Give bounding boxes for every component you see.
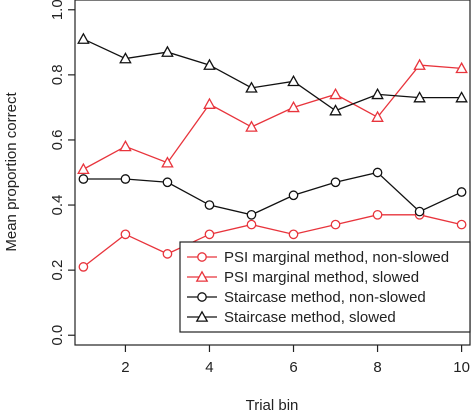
data-point-triangle <box>77 32 90 44</box>
data-point-circle <box>162 177 173 188</box>
series-4 <box>77 32 468 116</box>
legend-box <box>179 241 471 333</box>
series-line <box>83 64 462 170</box>
data-point-circle <box>246 219 257 230</box>
data-point-triangle <box>455 61 468 74</box>
y-tick-label: 0.8 <box>49 64 66 85</box>
data-point-circle <box>456 187 467 197</box>
y-tick-label: 0.4 <box>49 195 66 216</box>
data-point-circle <box>246 209 257 220</box>
data-point-triangle <box>119 52 132 64</box>
data-point-circle <box>204 200 215 210</box>
data-point-triangle <box>455 91 468 103</box>
data-point-circle <box>78 174 89 184</box>
legend: PSI marginal method, non-slowed PSI margi… <box>179 241 471 333</box>
data-point-triangle <box>371 87 384 100</box>
data-point-circle <box>372 209 383 220</box>
data-point-circle <box>120 229 131 240</box>
x-tick-label: 2 <box>121 359 129 376</box>
x-axis-label: Trial bin <box>246 397 299 414</box>
plot-frame <box>74 0 471 346</box>
legend-label: PSI marginal method, slowed <box>224 269 419 286</box>
x-tick-label: 6 <box>289 359 297 376</box>
x-tick-label: 8 <box>373 359 381 376</box>
data-point-circle <box>197 252 207 262</box>
data-point-circle <box>414 206 425 217</box>
y-axis-label: Mean proportion correct <box>3 92 20 252</box>
series-line <box>83 38 462 112</box>
data-point-triangle <box>203 58 216 70</box>
data-point-triangle <box>195 310 209 322</box>
y-tick-label: 0.2 <box>49 260 66 281</box>
data-point-triangle <box>329 87 342 100</box>
series-line <box>83 214 462 268</box>
data-point-circle <box>204 229 215 240</box>
series-3 <box>78 167 467 220</box>
data-point-triangle <box>161 45 174 57</box>
data-point-triangle <box>203 97 216 109</box>
data-point-triangle <box>413 91 426 103</box>
data-point-circle <box>330 219 341 230</box>
data-point-triangle <box>77 162 90 175</box>
data-point-triangle <box>329 104 342 116</box>
y-axis: 0.0 0.2 0.4 0.6 0.8 1.0 <box>49 0 75 346</box>
series-layer <box>77 32 468 272</box>
data-point-circle <box>330 177 341 188</box>
data-point-triangle <box>287 74 300 87</box>
y-tick-label: 1.0 <box>49 0 66 20</box>
data-point-circle <box>78 262 89 272</box>
data-point-circle <box>120 174 131 184</box>
data-point-circle <box>162 249 173 259</box>
data-point-circle <box>197 292 207 302</box>
data-point-circle <box>372 167 383 178</box>
x-tick-label: 10 <box>453 359 470 376</box>
data-point-triangle <box>413 58 426 70</box>
data-point-triangle <box>287 100 300 113</box>
data-point-triangle <box>119 139 132 152</box>
data-point-circle <box>456 219 467 230</box>
series-2 <box>77 58 468 175</box>
data-point-triangle <box>245 81 258 93</box>
legend-label: PSI marginal method, non-slowed <box>224 249 449 266</box>
legend-label: Staircase method, non-slowed <box>224 289 426 306</box>
data-point-triangle <box>371 110 384 122</box>
data-point-circle <box>288 229 299 240</box>
data-point-triangle <box>245 120 258 132</box>
data-point-triangle <box>161 156 174 168</box>
x-tick-label: 4 <box>205 359 213 376</box>
legend-label: Staircase method, slowed <box>224 309 396 326</box>
data-point-triangle <box>195 270 209 282</box>
series-line <box>83 171 462 216</box>
y-tick-label: 0.0 <box>49 325 66 346</box>
x-axis: 2 4 6 8 10 <box>121 345 470 376</box>
data-point-circle <box>288 190 299 201</box>
y-tick-label: 0.6 <box>49 130 66 151</box>
